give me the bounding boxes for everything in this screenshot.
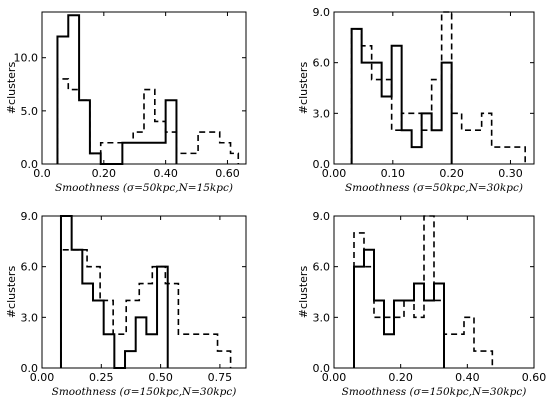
y-axis-title: #clusters: [5, 266, 18, 319]
y-axis-title: #clusters: [297, 266, 310, 319]
y-tick-label: 6.0: [21, 261, 39, 274]
plot-frame: [333, 11, 535, 165]
y-tick-label: 0.0: [21, 158, 39, 171]
histogram-series-dashed: [60, 248, 232, 368]
x-tick-label: 0.20: [92, 167, 117, 180]
histogram-panel-1: 0.0 0.20 0.40 0.60 0.0 5.0 10.0 Smoothness (σ=5…: [5, 11, 247, 194]
plot-frame: [333, 215, 535, 369]
x-tick-label: 0.75: [208, 371, 233, 384]
y-tick-label: 9.0: [313, 210, 331, 223]
y-tick-label: 0.0: [21, 362, 39, 375]
histogram-panel-2: 0.00 0.10 0.20 0.30 0.0 3.0 6.0 9.0 Smoothness (…: [297, 6, 535, 194]
histogram-panel-4: 0.00 0.20 0.40 0.60 0.0 3.0 6.0 9.0 Smoothness (…: [297, 210, 546, 398]
plot-frame: [41, 215, 247, 369]
histogram-series-dashed: [56, 78, 240, 164]
y-tick-label: 6.0: [313, 57, 331, 70]
y-tick-label: 3.0: [21, 311, 39, 324]
histogram-series-solid: [59, 215, 169, 369]
x-tick-label: 0.20: [439, 167, 464, 180]
x-tick-label: 0.00: [322, 167, 347, 180]
x-tick-label: 0.60: [215, 167, 240, 180]
x-tick-label: 0.0: [33, 167, 51, 180]
histogram-series-solid: [353, 248, 445, 368]
x-axis-title: Smoothness (σ=50kpc,N=30kpc): [345, 182, 523, 194]
y-tick-label: 9.0: [21, 210, 39, 223]
x-tick-label: 0.60: [522, 371, 546, 384]
x-tick-label: 0.30: [498, 167, 523, 180]
y-tick-label: 10.0: [14, 52, 39, 65]
y-tick-label: 3.0: [313, 107, 331, 120]
y-tick-label: 6.0: [313, 261, 331, 274]
x-tick-label: 0.50: [148, 371, 173, 384]
x-tick-label: 0.40: [153, 167, 178, 180]
x-axis-title: Smoothness (σ=150kpc,N=30kpc): [52, 386, 237, 398]
histogram-series-solid: [350, 27, 453, 164]
x-tick-label: 0.00: [322, 371, 347, 384]
x-tick-label: 0.25: [89, 371, 114, 384]
y-tick-label: 3.0: [313, 311, 331, 324]
x-tick-label: 0.10: [381, 167, 406, 180]
y-tick-label: 0.0: [313, 362, 331, 375]
histogram-series-dashed: [350, 11, 526, 164]
x-tick-label: 0.40: [455, 371, 480, 384]
y-axis-title: #clusters: [5, 62, 18, 115]
plot-frame: [41, 11, 247, 165]
y-tick-label: 5.0: [21, 105, 39, 118]
x-axis-title: Smoothness (σ=150kpc,N=30kpc): [342, 386, 527, 398]
x-tick-label: 0.20: [388, 371, 413, 384]
x-axis-title: Smoothness (σ=50kpc,N=15kpc): [55, 182, 233, 194]
x-tick-label: 0.00: [30, 371, 55, 384]
histogram-series-dashed: [353, 215, 494, 368]
y-tick-label: 9.0: [313, 6, 331, 19]
y-tick-label: 0.0: [313, 158, 331, 171]
y-axis-title: #clusters: [297, 62, 310, 115]
histogram-panel-3: 0.00 0.25 0.50 0.75 0.0 3.0 6.0 9.0 Smoothness (…: [5, 210, 247, 398]
